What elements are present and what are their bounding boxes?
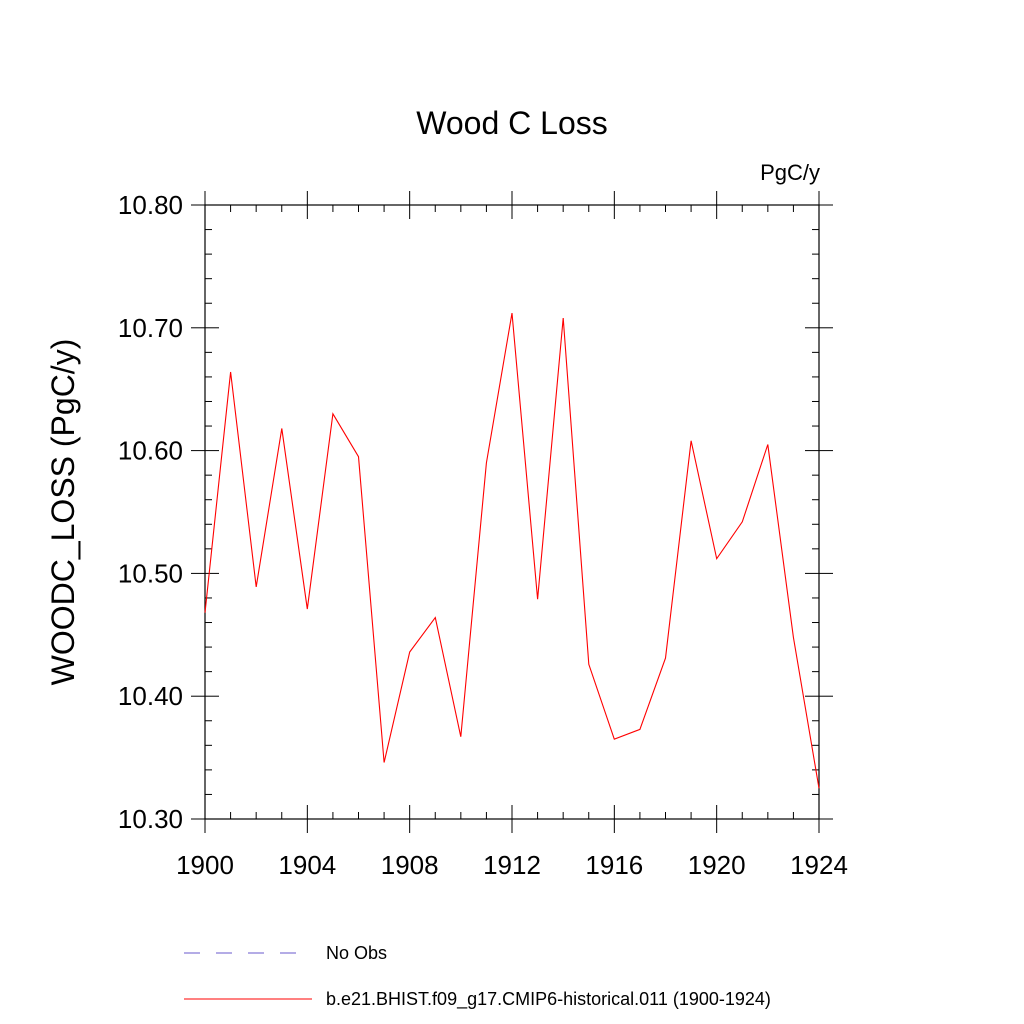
axis-ticks: [191, 191, 833, 833]
legend: No Obs b.e21.BHIST.f09_g17.CMIP6-historic…: [184, 943, 771, 1010]
legend-label-0: No Obs: [326, 943, 387, 963]
plot-frame: [204, 204, 820, 820]
series-line-0: [204, 313, 820, 789]
y-tick-label: 10.80: [118, 190, 183, 220]
y-tick-label: 10.40: [118, 681, 183, 711]
x-tick-label: 1904: [278, 850, 336, 880]
x-tick-label: 1920: [688, 850, 746, 880]
series-group: [204, 313, 820, 789]
legend-label-1: b.e21.BHIST.f09_g17.CMIP6-historical.011…: [326, 989, 771, 1010]
x-tick-label: 1900: [176, 850, 234, 880]
x-tick-label: 1912: [483, 850, 541, 880]
y-tick-label: 10.70: [118, 313, 183, 343]
x-tick-label: 1916: [585, 850, 643, 880]
y-tick-label: 10.50: [118, 558, 183, 588]
x-tick-label: 1924: [790, 850, 848, 880]
y-tick-label: 10.30: [118, 804, 183, 834]
tick-labels: 1900 1904 1908 1912 1916 1920 1924 10.30 10.40 10…: [118, 190, 848, 880]
y-axis-label: WOODC_LOSS (PgC/y): [45, 339, 81, 686]
y-tick-label: 10.60: [118, 436, 183, 466]
chart-title: Wood C Loss: [416, 105, 608, 141]
x-tick-label: 1908: [381, 850, 439, 880]
units-label: PgC/y: [760, 160, 820, 185]
